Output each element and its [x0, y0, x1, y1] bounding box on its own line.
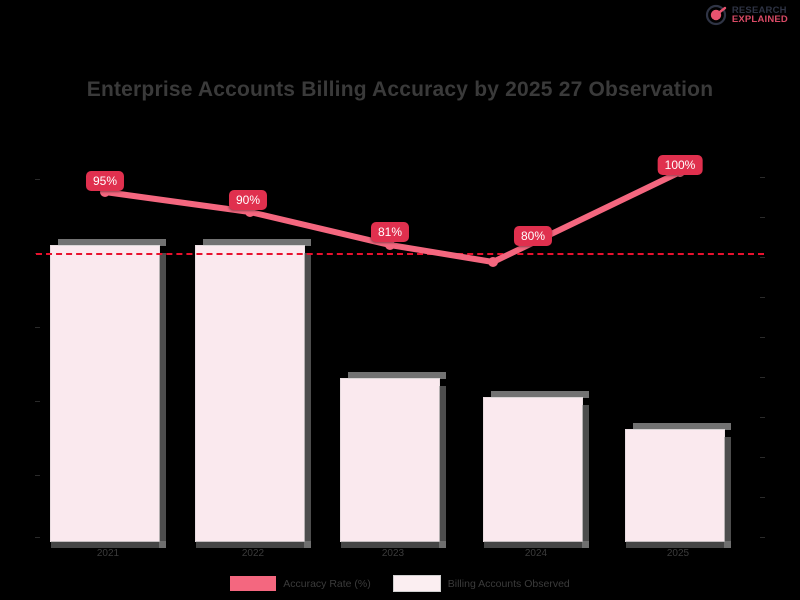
bar-2024[interactable]	[483, 391, 589, 548]
legend-label-accuracy-rate: Accuracy Rate (%)	[283, 577, 371, 590]
right-tickmark-6	[760, 417, 765, 418]
right-tickmark-3	[760, 297, 765, 298]
right-tickmark-2	[760, 257, 765, 258]
bar-side-face	[159, 253, 166, 548]
bar-2021[interactable]	[50, 239, 166, 548]
legend-swatch-line	[230, 576, 277, 591]
left-tickmark-4	[35, 475, 40, 476]
x-axis-label-4: 2025	[666, 548, 690, 559]
right-tickmark-1	[760, 217, 765, 218]
logo-line-2: EXPLAINED	[731, 14, 788, 25]
bar-side-face	[724, 437, 731, 548]
value-label-2024: 80%	[513, 226, 553, 246]
right-tickmark-9	[760, 537, 765, 538]
bar-side-face	[582, 405, 589, 548]
bar-shadow	[484, 541, 589, 548]
left-tickmark-3	[35, 401, 40, 402]
bar-top-face	[348, 372, 446, 379]
bar-side-face	[304, 253, 311, 548]
brand-logo: RESEARCH EXPLAINED	[705, 4, 788, 26]
bar-top-face	[633, 423, 731, 430]
chart-title: Enterprise Accounts Billing Accuracy by …	[86, 78, 714, 101]
x-axis-label-3: 2024	[524, 548, 548, 559]
right-tickmark-7	[760, 457, 765, 458]
x-axis-label-2: 2023	[381, 548, 405, 559]
bar-shadow	[626, 541, 731, 548]
bar-shadow	[51, 541, 166, 548]
bar-top-face	[203, 239, 311, 246]
bar-2022[interactable]	[195, 239, 311, 548]
right-tickmark-0	[760, 177, 765, 178]
legend-item-accounts-observed[interactable]: Billing Accounts Observed	[392, 575, 570, 592]
bar-top-face	[58, 239, 166, 246]
logo-wordmark: RESEARCH EXPLAINED	[731, 4, 788, 25]
plot-area: 4000 3500 3000 2500 2000 1500 105% 100% …	[35, 150, 765, 559]
legend-swatch-bar	[392, 575, 441, 592]
left-tickmark-0	[35, 179, 40, 180]
right-tickmark-8	[760, 497, 765, 498]
bar-shadow	[196, 541, 311, 548]
value-label-2023: 81%	[370, 222, 410, 242]
bar-2023[interactable]	[340, 372, 446, 548]
right-tickmark-4	[760, 337, 765, 338]
x-axis-label-1: 2022	[241, 548, 265, 559]
circle-logo-icon	[705, 4, 727, 26]
reference-line	[36, 253, 764, 255]
value-label-2022: 90%	[228, 190, 268, 210]
value-label-2021: 95%	[85, 171, 125, 191]
left-tickmark-5	[35, 537, 40, 538]
x-axis-label-0: 2021	[96, 548, 120, 559]
right-tickmark-5	[760, 377, 765, 378]
bar-top-face	[491, 391, 589, 398]
value-label-2025: 100%	[657, 155, 703, 175]
chart-legend: Accuracy Rate (%) Billing Accounts Obser…	[0, 575, 800, 592]
bar-side-face	[439, 386, 446, 548]
legend-label-accounts-observed: Billing Accounts Observed	[447, 577, 570, 590]
logo-line-1: RESEARCH	[731, 4, 787, 16]
legend-item-accuracy-rate[interactable]: Accuracy Rate (%)	[230, 576, 371, 591]
bar-shadow	[341, 541, 446, 548]
left-tickmark-2	[35, 327, 40, 328]
bar-2025[interactable]	[625, 423, 731, 548]
